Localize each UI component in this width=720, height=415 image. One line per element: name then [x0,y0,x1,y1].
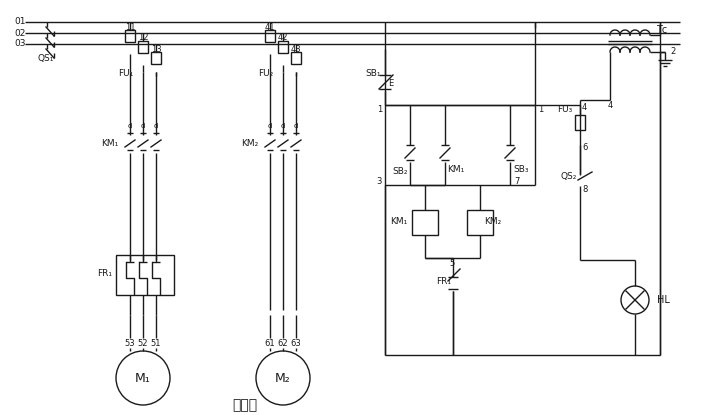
Text: FU₁: FU₁ [118,68,133,78]
Text: d: d [141,123,145,129]
Text: M₂: M₂ [275,371,291,385]
Text: 11: 11 [125,22,135,32]
Text: 3: 3 [377,176,382,186]
Text: FU₂: FU₂ [258,68,274,78]
Text: E: E [388,78,393,88]
Text: 52: 52 [138,339,148,347]
Text: 42: 42 [278,34,288,42]
Bar [151,52,161,64]
Bar [125,30,135,42]
Bar [467,210,493,235]
Text: SB₂: SB₂ [392,166,408,176]
Text: KM₁: KM₁ [390,217,407,227]
Text: 1: 1 [377,105,382,113]
Text: 43: 43 [291,44,301,54]
Bar [138,41,148,53]
Text: QS₁: QS₁ [38,54,55,63]
Text: d: d [268,123,272,129]
Text: FR₁: FR₁ [97,269,112,278]
Text: 主电路: 主电路 [233,398,258,412]
Text: KM₁: KM₁ [101,139,118,147]
Text: 12: 12 [138,34,148,42]
Text: QS₂: QS₂ [561,171,577,181]
Bar [412,210,438,235]
Text: 4: 4 [582,103,588,112]
Text: d: d [154,123,158,129]
Text: 03: 03 [14,39,25,49]
Bar [291,52,301,64]
Text: KM₁: KM₁ [447,166,464,174]
Text: d: d [128,123,132,129]
Text: 51: 51 [150,339,161,347]
Text: Tᴄ: Tᴄ [656,25,667,35]
Text: FR₁: FR₁ [436,276,451,286]
Text: 8: 8 [582,186,588,195]
Bar [116,255,174,295]
Text: 7: 7 [514,176,519,186]
Text: M₁: M₁ [135,371,151,385]
Text: d: d [281,123,285,129]
Bar [575,115,585,130]
Text: KM₂: KM₂ [484,217,501,227]
Text: SB₃: SB₃ [513,166,528,174]
Text: 01: 01 [14,17,25,27]
Text: HL: HL [657,295,670,305]
Bar [265,30,275,42]
Text: 6: 6 [582,144,588,152]
Text: 62: 62 [278,339,288,347]
Text: 53: 53 [125,339,135,347]
Text: 63: 63 [291,339,302,347]
Text: 61: 61 [265,339,275,347]
Text: 41: 41 [265,22,275,32]
Text: d: d [294,123,298,129]
Text: 5: 5 [450,259,455,268]
Bar [278,41,288,53]
Text: SB₁: SB₁ [366,68,381,78]
Text: 02: 02 [14,29,25,37]
Text: 4: 4 [608,100,613,110]
Text: FU₃: FU₃ [557,105,572,115]
Text: 2: 2 [670,47,675,56]
Text: KM₂: KM₂ [240,139,258,147]
Text: 13: 13 [150,44,161,54]
Text: 1: 1 [538,105,544,113]
